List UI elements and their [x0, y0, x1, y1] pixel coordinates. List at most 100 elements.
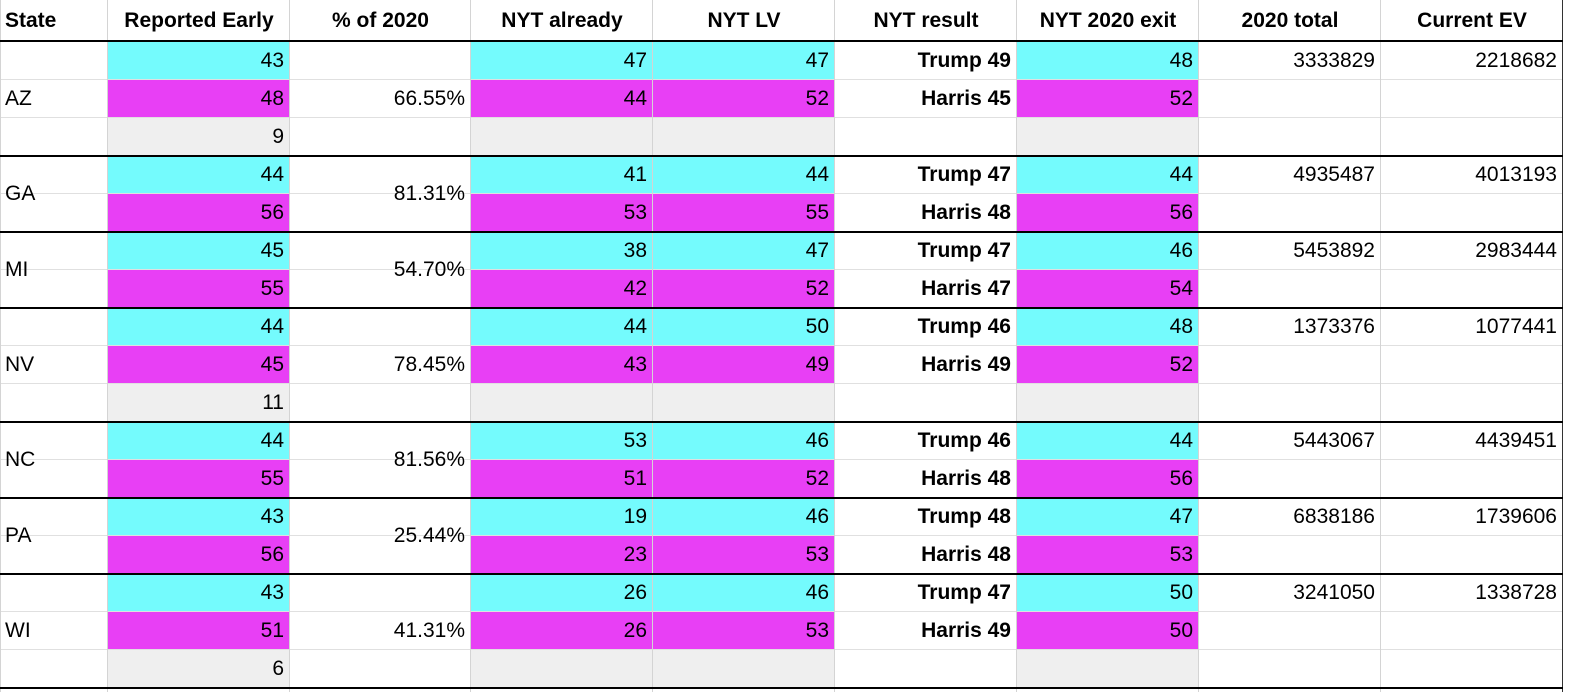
nyt-lv: 49: [653, 346, 835, 384]
grid-line: [0, 687, 1563, 689]
reported-early: 45: [108, 346, 290, 384]
nyt-already: 41: [471, 156, 653, 194]
nyt-2020-exit: 52: [1017, 80, 1199, 118]
grid-line: [0, 497, 1563, 499]
nyt-2020-exit: 52: [1017, 346, 1199, 384]
reported-early: 44: [108, 422, 290, 460]
nyt-lv: 46: [653, 574, 835, 612]
total-2020: 4935487: [1293, 163, 1375, 186]
state: NC: [5, 448, 36, 471]
grid-line: [1016, 0, 1017, 692]
nyt-lv: [653, 650, 835, 688]
current-ev: 4439451: [1475, 429, 1557, 452]
grid-line: [0, 611, 1563, 612]
nyt-lv: 50: [653, 308, 835, 346]
pct-of-2020: 81.56%: [393, 448, 465, 471]
total-2020: 5453892: [1293, 239, 1375, 262]
nyt-already: 47: [471, 42, 653, 80]
reported-early: 56: [108, 194, 290, 232]
state: PA: [5, 524, 32, 547]
nyt-already: [471, 118, 653, 156]
current-ev: 1338728: [1475, 581, 1557, 604]
nyt-lv: 55: [653, 194, 835, 232]
nyt-2020-exit: [1017, 384, 1199, 422]
column-header: NYT already: [501, 9, 623, 32]
nyt-result: Harris 49: [921, 353, 1011, 376]
reported-early: 11: [108, 384, 290, 422]
nyt-2020-exit: 48: [1017, 308, 1199, 346]
grid-line: [0, 40, 1563, 42]
nyt-result: Trump 47: [917, 581, 1011, 604]
grid-line: [1562, 0, 1563, 692]
nyt-2020-exit: 48: [1017, 42, 1199, 80]
nyt-lv: 44: [653, 156, 835, 194]
nyt-already: 26: [471, 612, 653, 650]
nyt-result: Trump 46: [917, 429, 1011, 452]
nyt-result: Trump 47: [917, 239, 1011, 262]
nyt-2020-exit: 47: [1017, 498, 1199, 536]
grid-line: [834, 0, 835, 692]
nyt-result: Harris 45: [921, 87, 1011, 110]
nyt-already: 53: [471, 422, 653, 460]
nyt-lv: 52: [653, 80, 835, 118]
nyt-already: 44: [471, 80, 653, 118]
grid-line: [289, 0, 290, 692]
nyt-lv: 53: [653, 612, 835, 650]
column-header: NYT result: [873, 9, 979, 32]
pct-of-2020: 81.31%: [393, 182, 465, 205]
nyt-lv: 46: [653, 498, 835, 536]
nyt-result: Harris 47: [921, 277, 1011, 300]
pct-of-2020: 78.45%: [393, 353, 465, 376]
nyt-already: [471, 650, 653, 688]
pct-of-2020: 25.44%: [393, 524, 465, 547]
nyt-2020-exit: 53: [1017, 536, 1199, 574]
grid-line: [0, 0, 1, 692]
reported-early: 48: [108, 80, 290, 118]
nyt-2020-exit: [1017, 118, 1199, 156]
reported-early: 55: [108, 460, 290, 498]
nyt-already: 42: [471, 270, 653, 308]
grid-line: [0, 193, 1563, 194]
nyt-2020-exit: 46: [1017, 232, 1199, 270]
nyt-lv: 46: [653, 422, 835, 460]
total-2020: 1373376: [1293, 315, 1375, 338]
grid-line: [0, 269, 1563, 270]
current-ev: 1739606: [1475, 505, 1557, 528]
current-ev: 4013193: [1475, 163, 1557, 186]
nyt-lv: [653, 384, 835, 422]
total-2020: 3241050: [1293, 581, 1375, 604]
nyt-2020-exit: [1017, 650, 1199, 688]
nyt-result: Trump 47: [917, 163, 1011, 186]
state: WI: [5, 619, 31, 642]
grid-line: [0, 383, 1563, 384]
reported-early: 55: [108, 270, 290, 308]
nyt-2020-exit: 50: [1017, 612, 1199, 650]
grid-line: [0, 79, 1563, 80]
nyt-already: 51: [471, 460, 653, 498]
nyt-2020-exit: 44: [1017, 156, 1199, 194]
nyt-already: 53: [471, 194, 653, 232]
state: AZ: [5, 87, 32, 110]
reported-early: 56: [108, 536, 290, 574]
nyt-already: 26: [471, 574, 653, 612]
column-header: NYT LV: [707, 9, 781, 32]
nyt-result: Trump 48: [917, 505, 1011, 528]
nyt-2020-exit: 56: [1017, 460, 1199, 498]
nyt-lv: 47: [653, 232, 835, 270]
reported-early: 43: [108, 42, 290, 80]
grid-line: [1380, 0, 1381, 692]
nyt-already: 19: [471, 498, 653, 536]
reported-early: 9: [108, 118, 290, 156]
pct-of-2020: 41.31%: [393, 619, 465, 642]
nyt-lv: 52: [653, 460, 835, 498]
total-2020: 3333829: [1293, 49, 1375, 72]
column-header: % of 2020: [332, 9, 429, 32]
column-header: Current EV: [1417, 9, 1527, 32]
nyt-already: 38: [471, 232, 653, 270]
nyt-lv: 53: [653, 536, 835, 574]
current-ev: 2218682: [1475, 49, 1557, 72]
nyt-already: 43: [471, 346, 653, 384]
grid-line: [107, 0, 108, 692]
nyt-result: Harris 48: [921, 467, 1011, 490]
